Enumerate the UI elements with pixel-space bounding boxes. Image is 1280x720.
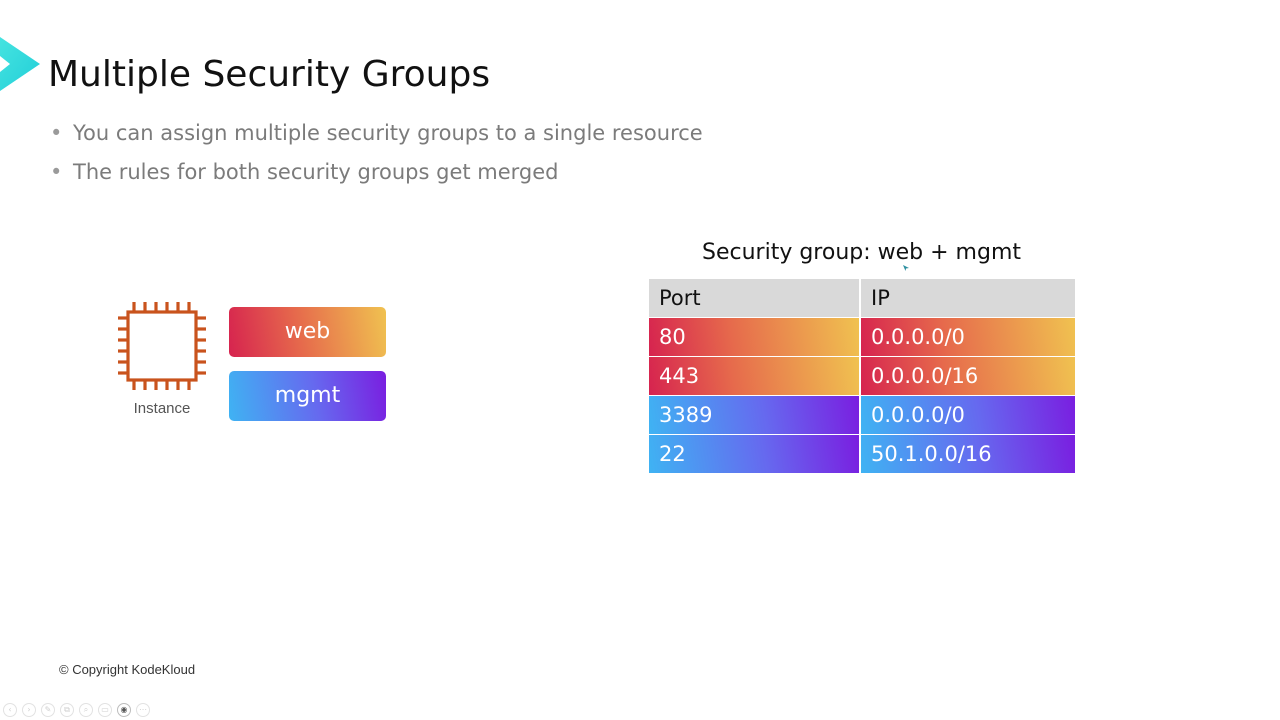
port-cell: 443: [649, 357, 861, 396]
port-cell: 80: [649, 318, 861, 357]
subtitles-icon[interactable]: ▭: [98, 703, 112, 717]
bullet-list: • You can assign multiple security groups…: [50, 118, 703, 196]
zoom-icon[interactable]: ⌕: [79, 703, 93, 717]
bullet-item: • You can assign multiple security groups…: [50, 118, 703, 157]
ip-cell: 50.1.0.0/16: [861, 435, 1075, 474]
bullet-dot: •: [50, 160, 63, 184]
page-title: Multiple Security Groups: [48, 54, 491, 95]
pen-icon[interactable]: ✎: [41, 703, 55, 717]
bullet-item: • The rules for both security groups get …: [50, 157, 703, 196]
copy-icon[interactable]: ⧉: [60, 703, 74, 717]
port-cell: 3389: [649, 396, 861, 435]
security-rules-table: Port IP 80 0.0.0.0/0 443 0.0.0.0/16 3389…: [649, 279, 1075, 474]
column-header-ip: IP: [861, 279, 1075, 318]
ip-cell: 0.0.0.0/0: [861, 318, 1075, 357]
table-row: 3389 0.0.0.0/0: [649, 396, 1075, 435]
mouse-pointer-icon: [903, 265, 909, 271]
copyright-text: © Copyright KodeKloud: [59, 662, 196, 677]
table-caption: Security group: web + mgmt: [702, 240, 1021, 265]
kodekloud-corner-logo: [0, 37, 40, 91]
table-row: 22 50.1.0.0/16: [649, 435, 1075, 474]
more-icon[interactable]: ⋯: [136, 703, 150, 717]
table-row: 443 0.0.0.0/16: [649, 357, 1075, 396]
camera-icon[interactable]: ◉: [117, 703, 131, 717]
security-group-mgmt-badge: mgmt: [229, 371, 386, 421]
previous-icon[interactable]: ‹: [3, 703, 17, 717]
bullet-dot: •: [50, 121, 63, 145]
column-header-port: Port: [649, 279, 861, 318]
table-header-row: Port IP: [649, 279, 1075, 318]
presenter-toolbar: ‹ › ✎ ⧉ ⌕ ▭ ◉ ⋯: [3, 703, 150, 717]
security-group-web-badge: web: [229, 307, 386, 357]
instance-label: Instance: [133, 400, 191, 417]
table-row: 80 0.0.0.0/0: [649, 318, 1075, 357]
port-cell: 22: [649, 435, 861, 474]
next-icon[interactable]: ›: [22, 703, 36, 717]
ip-cell: 0.0.0.0/0: [861, 396, 1075, 435]
bullet-text: The rules for both security groups get m…: [73, 160, 559, 184]
cpu-chip-icon: [118, 302, 206, 390]
bullet-text: You can assign multiple security groups …: [73, 121, 703, 145]
ip-cell: 0.0.0.0/16: [861, 357, 1075, 396]
